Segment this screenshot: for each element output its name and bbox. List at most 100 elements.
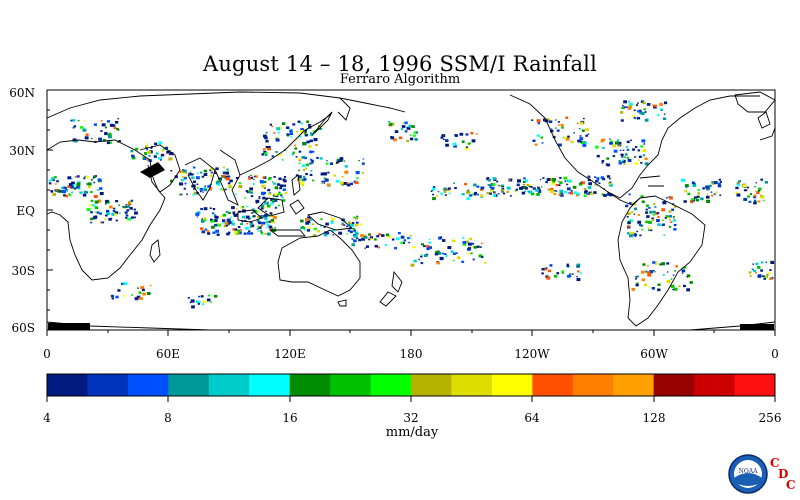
- rainfall-pixel: [264, 136, 268, 140]
- rainfall-pixel: [546, 178, 550, 181]
- rainfall-pixel: [637, 214, 640, 216]
- rainfall-pixel: [476, 245, 480, 248]
- rainfall-pixel: [671, 208, 674, 211]
- rainfall-pixel: [550, 189, 555, 193]
- rainfall-pixel: [659, 102, 663, 106]
- rainfall-pixel: [305, 218, 309, 222]
- rainfall-pixel: [217, 223, 221, 227]
- rainfall-pixel: [517, 179, 521, 183]
- rainfall-pixel: [107, 135, 112, 139]
- rainfall-pixel: [295, 174, 298, 176]
- rainfall-pixel: [673, 287, 678, 291]
- rainfall-pixel: [388, 235, 392, 238]
- rainfall-pixel: [275, 138, 280, 142]
- rainfall-pixel: [472, 193, 475, 196]
- rainfall-pixel: [97, 199, 102, 203]
- rainfall-pixel: [269, 212, 273, 215]
- rainfall-pixel: [236, 213, 238, 215]
- rainfall-pixel: [291, 153, 294, 156]
- rainfall-pixel: [656, 219, 660, 223]
- rainfall-pixel: [622, 104, 624, 106]
- rainfall-pixel: [200, 171, 203, 174]
- rainfall-pixel: [188, 172, 192, 176]
- rainfall-pixel: [126, 219, 129, 221]
- rainfall-pixel: [451, 239, 456, 243]
- rainfall-pixel: [370, 238, 373, 240]
- rainfall-pixel: [352, 228, 355, 230]
- legend-tick-label: 64: [524, 411, 540, 425]
- rainfall-pixel: [506, 186, 511, 190]
- rainfall-pixel: [265, 197, 268, 200]
- rainfall-pixel: [210, 167, 215, 171]
- rainfall-pixel: [278, 153, 282, 156]
- rainfall-pixel: [88, 185, 91, 189]
- rainfall-pixel: [686, 288, 690, 292]
- rainfall-pixel: [93, 215, 98, 219]
- rainfall-pixel: [313, 138, 318, 142]
- rainfall-pixel: [267, 147, 271, 151]
- rainfall-pixel: [626, 148, 630, 151]
- rainfall-pixel: [525, 179, 529, 182]
- rainfall-pixel: [537, 190, 542, 193]
- rainfall-pixel: [428, 246, 431, 250]
- rainfall-pixel: [158, 141, 163, 145]
- rainfall-pixel: [583, 188, 587, 191]
- rainfall-pixel: [545, 181, 548, 184]
- legend-color-swatch: [47, 374, 88, 396]
- rainfall-pixel: [595, 145, 599, 149]
- rainfall-pixel: [90, 199, 94, 202]
- rainfall-pixel: [537, 122, 541, 125]
- rainfall-pixel: [282, 188, 286, 191]
- rainfall-pixel: [513, 191, 516, 193]
- rainfall-pixel: [508, 179, 511, 181]
- rainfall-pixel: [248, 217, 251, 220]
- rainfall-pixel: [218, 177, 222, 181]
- rainfall-pixel: [184, 182, 187, 185]
- rainfall-pixel: [473, 183, 477, 187]
- rainfall-pixel: [644, 157, 648, 161]
- rainfall-pixel: [68, 183, 73, 186]
- lon-ticks: [46, 330, 776, 336]
- rainfall-pixel: [105, 199, 109, 203]
- rainfall-pixel: [409, 134, 412, 137]
- rainfall-pixel: [336, 161, 339, 164]
- rainfall-pixel: [737, 182, 740, 184]
- rainfall-pixel: [260, 224, 263, 227]
- rainfall-pixel: [553, 193, 557, 195]
- rainfall-pixel: [245, 190, 248, 192]
- rainfall-pixel: [170, 179, 174, 183]
- rainfall-pixel: [764, 181, 768, 184]
- legend-color-swatch: [87, 374, 129, 396]
- rainfall-pixel: [206, 230, 210, 233]
- rainfall-pixel: [250, 176, 254, 179]
- rainfall-pixel: [215, 167, 219, 171]
- rainfall-pixel: [207, 232, 211, 235]
- rainfall-pixel: [530, 192, 535, 196]
- rainfall-pixel: [209, 207, 212, 209]
- rainfall-pixel: [567, 275, 571, 278]
- rainfall-pixel: [400, 241, 404, 244]
- color-legend: [47, 374, 776, 396]
- rainfall-pixel: [65, 189, 68, 191]
- rainfall-pixel: [657, 283, 661, 286]
- rainfall-pixel: [304, 133, 308, 137]
- rainfall-pixel: [473, 193, 477, 196]
- rainfall-pixel: [106, 212, 110, 215]
- rainfall-pixel: [256, 228, 259, 230]
- rainfall-pixel: [253, 215, 256, 218]
- rainfall-pixel: [170, 170, 173, 172]
- rainfall-pixel: [659, 263, 662, 266]
- rainfall-pixel: [439, 258, 443, 261]
- rainfall-pixel: [148, 155, 151, 157]
- rainfall-pixel: [735, 186, 739, 190]
- rainfall-pixel: [345, 220, 347, 222]
- rainfall-pixel: [570, 190, 573, 192]
- rainfall-pixel: [572, 185, 577, 189]
- rainfall-pixel: [110, 294, 114, 298]
- rainfall-pixel: [231, 220, 234, 223]
- rainfall-pixel: [408, 241, 411, 244]
- rainfall-pixel: [618, 160, 621, 163]
- rainfall-pixel: [260, 204, 265, 208]
- rainfall-pixel: [249, 187, 253, 191]
- rainfall-pixel: [83, 119, 86, 122]
